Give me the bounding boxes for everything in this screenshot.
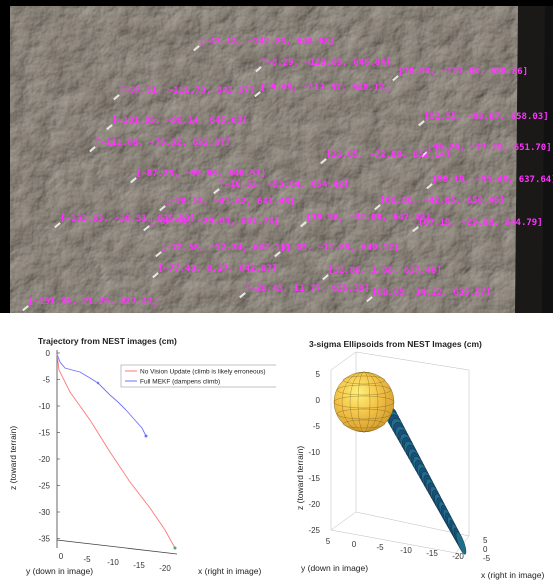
nest-position-label: [−16.63, −53.64, 654.42]	[219, 180, 350, 190]
right-x-tick: 5	[483, 536, 488, 545]
right-z-tick: 0	[316, 396, 321, 405]
left-z-tick: -5	[43, 376, 51, 385]
left-z-tick: 0	[46, 349, 51, 358]
nest-position-label: [−66.91, −29.03, 641.74]	[149, 217, 280, 227]
right-y-tick: -10	[400, 546, 412, 555]
terrain-background	[0, 0, 553, 313]
right-zlabel: z (toward terrain)	[295, 446, 305, 510]
right-z-tick: -20	[308, 500, 320, 509]
left-ylabel: y (down in image)	[26, 566, 93, 576]
right-y-tick: -5	[376, 543, 384, 552]
nest-position-label: [21.05, −72.80, 652.14]	[326, 150, 451, 160]
left-y-tick: -5	[83, 555, 91, 564]
nest-position-label: [1.03, −11.55, 640.12]	[280, 243, 400, 253]
nest-terrain-image: [−47.18, −142.25, 640.08] [−8.29, −129.69…	[0, 0, 553, 313]
trajectory-plot: 0 -5 -10 -15 -20 -25 -30 -35 0 -5 -10 -15 -20 No Vi…	[8, 349, 276, 576]
nest-position-label: [−47.18, −142.25, 640.08]	[199, 37, 335, 47]
left-z-tick: -10	[38, 402, 50, 411]
right-z-tick: -15	[308, 474, 320, 483]
right-x-tick: 0	[483, 545, 488, 554]
left-z-tick: -25	[38, 482, 50, 491]
nest-position-label: [52.55, −88.07, 658.03]	[424, 112, 549, 122]
left-y-tick: -15	[133, 561, 145, 570]
left-z-tick: -20	[38, 455, 50, 464]
nest-position-label: [−9.05, −113.57, 648.12]	[260, 83, 391, 93]
nest-position-label: [32.86, 1.06, 637.40]	[328, 266, 442, 276]
nest-position-label: [−111.68, −78.32, 652.67]	[95, 138, 231, 148]
3d-box-grid	[330, 351, 470, 554]
right-ylabel: y (down in image)	[301, 563, 368, 573]
right-z-tick: -25	[308, 526, 320, 535]
nest-position-label: [−20.43, 11.77, 635.39]	[245, 284, 370, 294]
nest-position-label: [−77.43, 0.27, 642.07]	[158, 264, 278, 274]
left-z-tick: -30	[38, 508, 50, 517]
nest-position-label: [−101.05, −96.14, 645.63]	[112, 116, 248, 126]
right-z-tick: -5	[313, 422, 321, 431]
right-y-tick: 0	[352, 540, 357, 549]
initial-ellipsoid-sphere	[333, 371, 395, 433]
nest-position-label: [−87.51, −111.73, 643.57]	[119, 86, 255, 96]
ellipsoid-plot: 50-5-10-15-20-25 5 0 -5 -10 -15 -20 50-5 z (t…	[295, 351, 544, 580]
nest-position-label: [−151.36, 21.29, 627.47]	[28, 297, 159, 307]
nest-position-label: [89.05, 14.22, 635.57]	[372, 288, 492, 298]
no-vision-trajectory	[56, 353, 176, 549]
left-z-tick: -35	[38, 535, 50, 544]
left-y-tick: -20	[159, 564, 171, 573]
nest-position-label: [−72.58, −12.34, 642.15]	[161, 243, 292, 253]
legend-no-vision: No Vision Update (climb is likely errone…	[140, 369, 266, 376]
nest-position-label: [67.19, −29.08, 644.79]	[418, 218, 543, 228]
nest-position-label: [−133.63, −30.51, 635.53]	[60, 214, 196, 224]
right-y-tick: -20	[452, 552, 464, 561]
nest-position-label: [78.93, −127.03, 638.86]	[398, 67, 529, 77]
nest-position-label: [19.56, −32.06, 647.49]	[306, 213, 431, 223]
left-legend: No Vision Update (climb is likely errone…	[120, 364, 276, 388]
right-y-tick: -15	[426, 549, 438, 558]
right-z-tick: 5	[316, 370, 321, 379]
sigma-ellipsoid	[455, 531, 467, 555]
left-plot-title: Trajectory from NEST images (cm)	[38, 336, 177, 346]
left-zlabel: z (toward terrain)	[8, 426, 18, 490]
right-z-tick: -10	[308, 448, 320, 457]
sigma-ellipsoids	[384, 407, 467, 555]
right-plot-title: 3-sigma Ellipsoids from NEST Images (cm)	[309, 339, 482, 349]
nest-position-label: [−87.25, −60.68, 646.53]	[136, 169, 267, 179]
left-y-tick: -10	[107, 558, 119, 567]
nest-position-label: [90.20, −77.20, 651.70]	[427, 143, 552, 153]
left-y-tick: 0	[59, 552, 64, 561]
nest-position-label: [−70.13, −41.62, 641.48]	[165, 197, 296, 207]
nest-position-label: [66.80, −42.85, 650.48]	[380, 196, 505, 206]
right-y-tick: 5	[326, 537, 331, 546]
nest-position-label: [96.19, −55.48, 637.64]	[432, 175, 553, 185]
left-xlabel: x (right in image)	[198, 566, 261, 576]
nest-position-label: [−8.29, −129.69, 646.04]	[261, 58, 392, 68]
right-xlabel: x (right in image)	[481, 570, 544, 580]
left-z-tick: -15	[38, 429, 50, 438]
right-x-tick: -5	[483, 554, 491, 563]
legend-mekf: Full MEKF (dampens climb)	[140, 379, 220, 386]
